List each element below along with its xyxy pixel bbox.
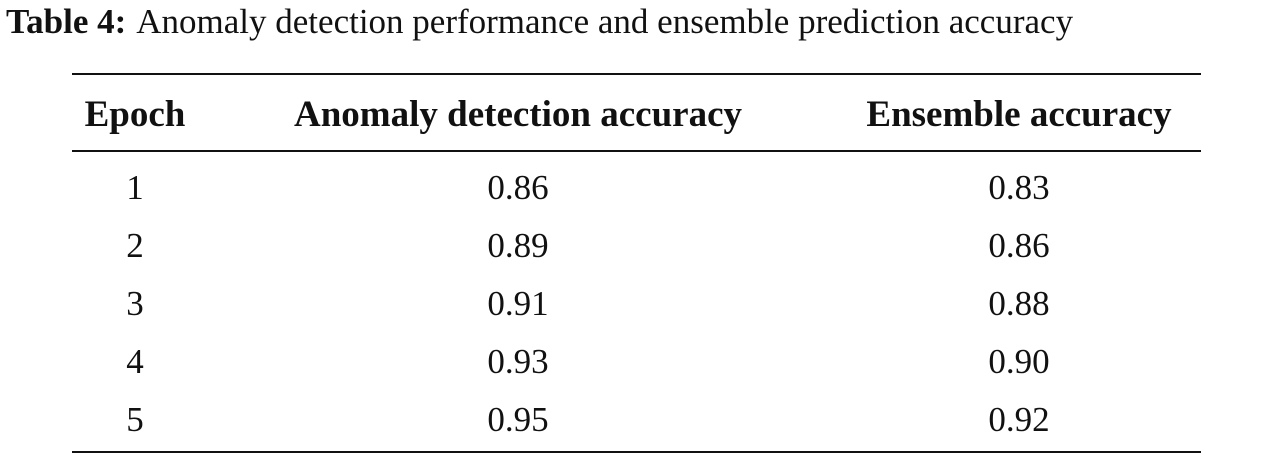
header-cell: Anomaly detection accuracy: [293, 94, 742, 135]
table-cell: 2: [126, 226, 144, 265]
table-cell: 4: [126, 342, 144, 381]
table-cell: 0.88: [988, 284, 1050, 323]
table-cell: 0.89: [487, 226, 549, 265]
top-rule: [72, 73, 1201, 75]
header-cell: Epoch: [84, 94, 186, 135]
caption-label: Table 4:: [6, 2, 127, 41]
table-cell: 0.91: [487, 284, 549, 323]
table-cell: 0.92: [988, 400, 1050, 439]
table-cell: 0.90: [988, 342, 1050, 381]
table-cell: 0.93: [487, 342, 549, 381]
header-cell: Ensemble accuracy: [866, 94, 1172, 135]
table-cell: 0.95: [487, 400, 549, 439]
table-cell: 0.86: [487, 168, 549, 207]
bottom-rule: [72, 451, 1201, 453]
table-caption: Table 4: Anomaly detection performance an…: [6, 0, 1073, 44]
table-cell: 0.83: [988, 168, 1050, 207]
header-rule: [72, 150, 1201, 152]
table-cell: 3: [126, 284, 144, 323]
table-cell: 0.86: [988, 226, 1050, 265]
table-cell: 5: [126, 400, 144, 439]
caption-text: Anomaly detection performance and ensemb…: [136, 2, 1074, 41]
table-cell: 1: [126, 168, 144, 207]
